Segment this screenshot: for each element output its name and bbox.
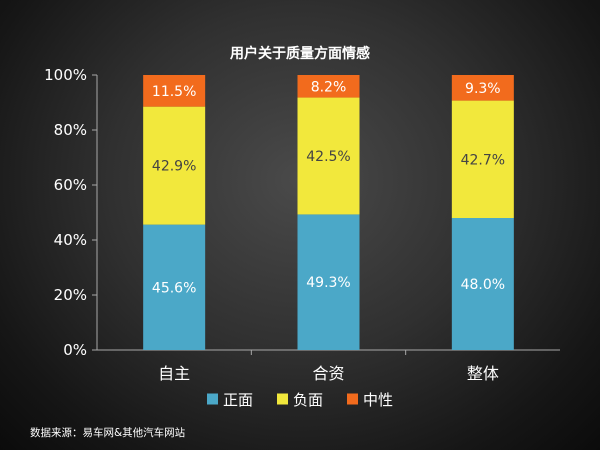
- x-category-label: 合资: [312, 364, 344, 383]
- y-tick-label: 100%: [44, 66, 87, 84]
- legend-swatch: [207, 393, 218, 405]
- bar-segment-中性-自主: [143, 75, 206, 107]
- labels-group: 45.6% 42.9% 11.5% 49.3% 42.5% 8.2% 48.0% 42.7% 9…: [152, 79, 505, 296]
- legend-item-负面: 负面: [277, 391, 323, 409]
- bar-segment-负面-自主: [143, 106, 206, 225]
- legend-label: 负面: [293, 391, 323, 409]
- legend-label: 正面: [223, 391, 253, 409]
- legend-swatch: [277, 393, 288, 405]
- y-tick-label: 0%: [63, 341, 87, 359]
- bar-segment-正面-整体: [451, 218, 514, 350]
- bar-segment-正面-合资: [297, 214, 360, 350]
- legend-item-中性: 中性: [347, 391, 393, 409]
- bar-segment-正面-自主: [143, 224, 206, 350]
- x-category-label: 整体: [467, 364, 499, 383]
- source-note: 数据来源：易车网&其他汽车网站: [30, 426, 186, 439]
- data-label: 49.3%: [306, 275, 350, 291]
- data-label: 42.5%: [306, 149, 350, 165]
- data-label: 42.9%: [152, 159, 196, 175]
- y-tick-label: 80%: [54, 121, 87, 139]
- legend-label: 中性: [363, 391, 393, 409]
- data-label: 45.6%: [152, 280, 196, 296]
- legend-item-正面: 正面: [207, 391, 253, 409]
- axis-group: 0% 20% 40% 60% 80% 100% 自主 合资 整体: [44, 66, 560, 383]
- y-tick-label: 20%: [54, 286, 87, 304]
- y-tick-label: 60%: [54, 176, 87, 194]
- y-tick-label: 40%: [54, 231, 87, 249]
- x-category-label: 自主: [158, 364, 190, 383]
- data-label: 8.2%: [311, 79, 347, 95]
- bar-segment-负面-合资: [297, 97, 360, 215]
- bar-segment-中性-合资: [297, 75, 360, 98]
- data-label: 9.3%: [465, 81, 501, 97]
- data-label: 48.0%: [461, 277, 505, 293]
- bar-segment-中性-整体: [451, 75, 514, 101]
- legend-swatch: [347, 393, 358, 405]
- bars-group: [143, 75, 514, 350]
- data-label: 42.7%: [461, 152, 505, 168]
- bar-segment-负面-整体: [451, 100, 514, 218]
- chart-title: 用户关于质量方面情感: [230, 45, 370, 62]
- legend: 正面 负面 中性: [207, 391, 393, 409]
- data-label: 11.5%: [152, 84, 196, 100]
